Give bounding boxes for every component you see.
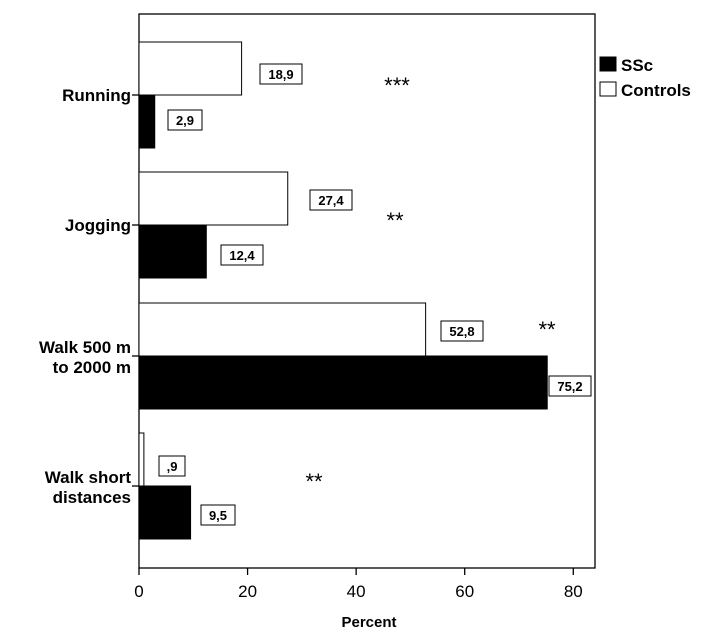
y-tick-label-2: Walk 500 m to 2000 m: [39, 338, 131, 377]
x-tick-label-4: 80: [564, 582, 583, 601]
bar-ssc-2: [138, 355, 548, 410]
data-label-box-ssc-3: [200, 504, 236, 526]
bar-controls-2: [138, 302, 427, 357]
legend-label-controls: Controls: [621, 81, 691, 100]
legend: SSc Controls: [599, 56, 691, 100]
legend-swatch-controls: [599, 81, 617, 97]
y-tick-label-3: Walk short distances: [45, 468, 132, 507]
significance-marker-0: ***: [384, 73, 410, 98]
x-tick-label-1: 20: [238, 582, 257, 601]
bar-ssc-0: [138, 94, 156, 149]
data-label-controls-1: 27,4: [318, 193, 344, 208]
data-label-controls-0: 18,9: [268, 67, 293, 82]
x-axis: 0 20 40 60 80: [134, 568, 583, 601]
bar-controls-1: [138, 171, 289, 226]
legend-swatch-ssc: [599, 56, 617, 72]
data-label-ssc-3: 9,5: [209, 508, 227, 523]
bar-controls-3: [138, 432, 145, 487]
data-label-box-controls-1: [309, 189, 353, 211]
plot-frame: [138, 13, 596, 569]
significance-marker-1: **: [386, 208, 404, 233]
x-tick-label-3: 60: [455, 582, 474, 601]
data-label-ssc-1: 12,4: [229, 248, 255, 263]
legend-label-ssc: SSc: [621, 56, 653, 75]
bar-ssc-3: [138, 485, 192, 540]
significance-marker-2: **: [538, 317, 556, 342]
y-tick-label-0: Running: [62, 86, 131, 105]
data-label-box-ssc-0: [167, 109, 203, 131]
data-label-box-controls-3: [158, 455, 186, 477]
data-label-ssc-0: 2,9: [176, 113, 194, 128]
bars-group: [138, 41, 548, 540]
data-label-box-controls-0: [259, 63, 303, 85]
data-label-box-ssc-1: [220, 244, 264, 266]
data-labels-group: 18,9 2,9 27,4 12,4 52,8 75,2 ,9 9,5: [158, 63, 592, 526]
x-tick-label-0: 0: [134, 582, 143, 601]
bar-controls-0: [138, 41, 243, 96]
data-label-box-controls-2: [440, 320, 484, 342]
y-axis: Running Jogging Walk 500 m to 2000 m Walk sh…: [39, 86, 139, 507]
x-tick-label-2: 40: [347, 582, 366, 601]
significance-marker-3: **: [305, 469, 323, 494]
y-tick-label-1: Jogging: [65, 216, 131, 235]
data-label-ssc-2: 75,2: [557, 379, 582, 394]
bar-ssc-1: [138, 224, 207, 279]
data-label-controls-2: 52,8: [449, 324, 474, 339]
data-label-box-ssc-2: [548, 375, 592, 397]
x-axis-title: Percent: [341, 614, 396, 631]
data-label-controls-3: ,9: [167, 459, 178, 474]
significance-group: *********: [305, 73, 556, 494]
